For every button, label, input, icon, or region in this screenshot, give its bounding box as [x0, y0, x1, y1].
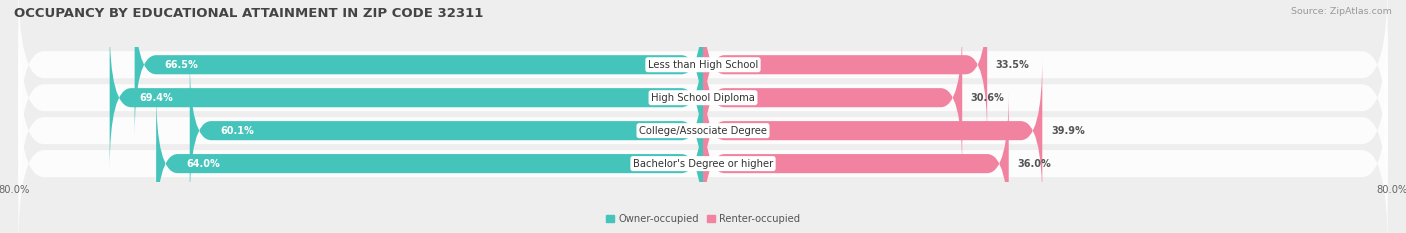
FancyBboxPatch shape — [703, 0, 987, 137]
Text: High School Diploma: High School Diploma — [651, 93, 755, 103]
FancyBboxPatch shape — [18, 0, 1388, 150]
Text: 60.1%: 60.1% — [219, 126, 253, 136]
Text: College/Associate Degree: College/Associate Degree — [638, 126, 768, 136]
Text: 66.5%: 66.5% — [165, 60, 198, 70]
Text: OCCUPANCY BY EDUCATIONAL ATTAINMENT IN ZIP CODE 32311: OCCUPANCY BY EDUCATIONAL ATTAINMENT IN Z… — [14, 7, 484, 20]
FancyBboxPatch shape — [703, 25, 962, 171]
FancyBboxPatch shape — [703, 91, 1008, 233]
Text: 30.6%: 30.6% — [970, 93, 1004, 103]
Text: Source: ZipAtlas.com: Source: ZipAtlas.com — [1291, 7, 1392, 16]
Text: Bachelor's Degree or higher: Bachelor's Degree or higher — [633, 159, 773, 169]
FancyBboxPatch shape — [135, 0, 703, 137]
FancyBboxPatch shape — [156, 91, 703, 233]
FancyBboxPatch shape — [18, 12, 1388, 183]
FancyBboxPatch shape — [18, 78, 1388, 233]
Text: 33.5%: 33.5% — [995, 60, 1029, 70]
FancyBboxPatch shape — [703, 58, 1042, 203]
FancyBboxPatch shape — [190, 58, 703, 203]
FancyBboxPatch shape — [110, 25, 703, 171]
Text: 69.4%: 69.4% — [139, 93, 173, 103]
FancyBboxPatch shape — [18, 45, 1388, 216]
Text: Less than High School: Less than High School — [648, 60, 758, 70]
Text: 64.0%: 64.0% — [186, 159, 221, 169]
Legend: Owner-occupied, Renter-occupied: Owner-occupied, Renter-occupied — [602, 210, 804, 228]
Text: 39.9%: 39.9% — [1050, 126, 1084, 136]
Text: 36.0%: 36.0% — [1018, 159, 1052, 169]
